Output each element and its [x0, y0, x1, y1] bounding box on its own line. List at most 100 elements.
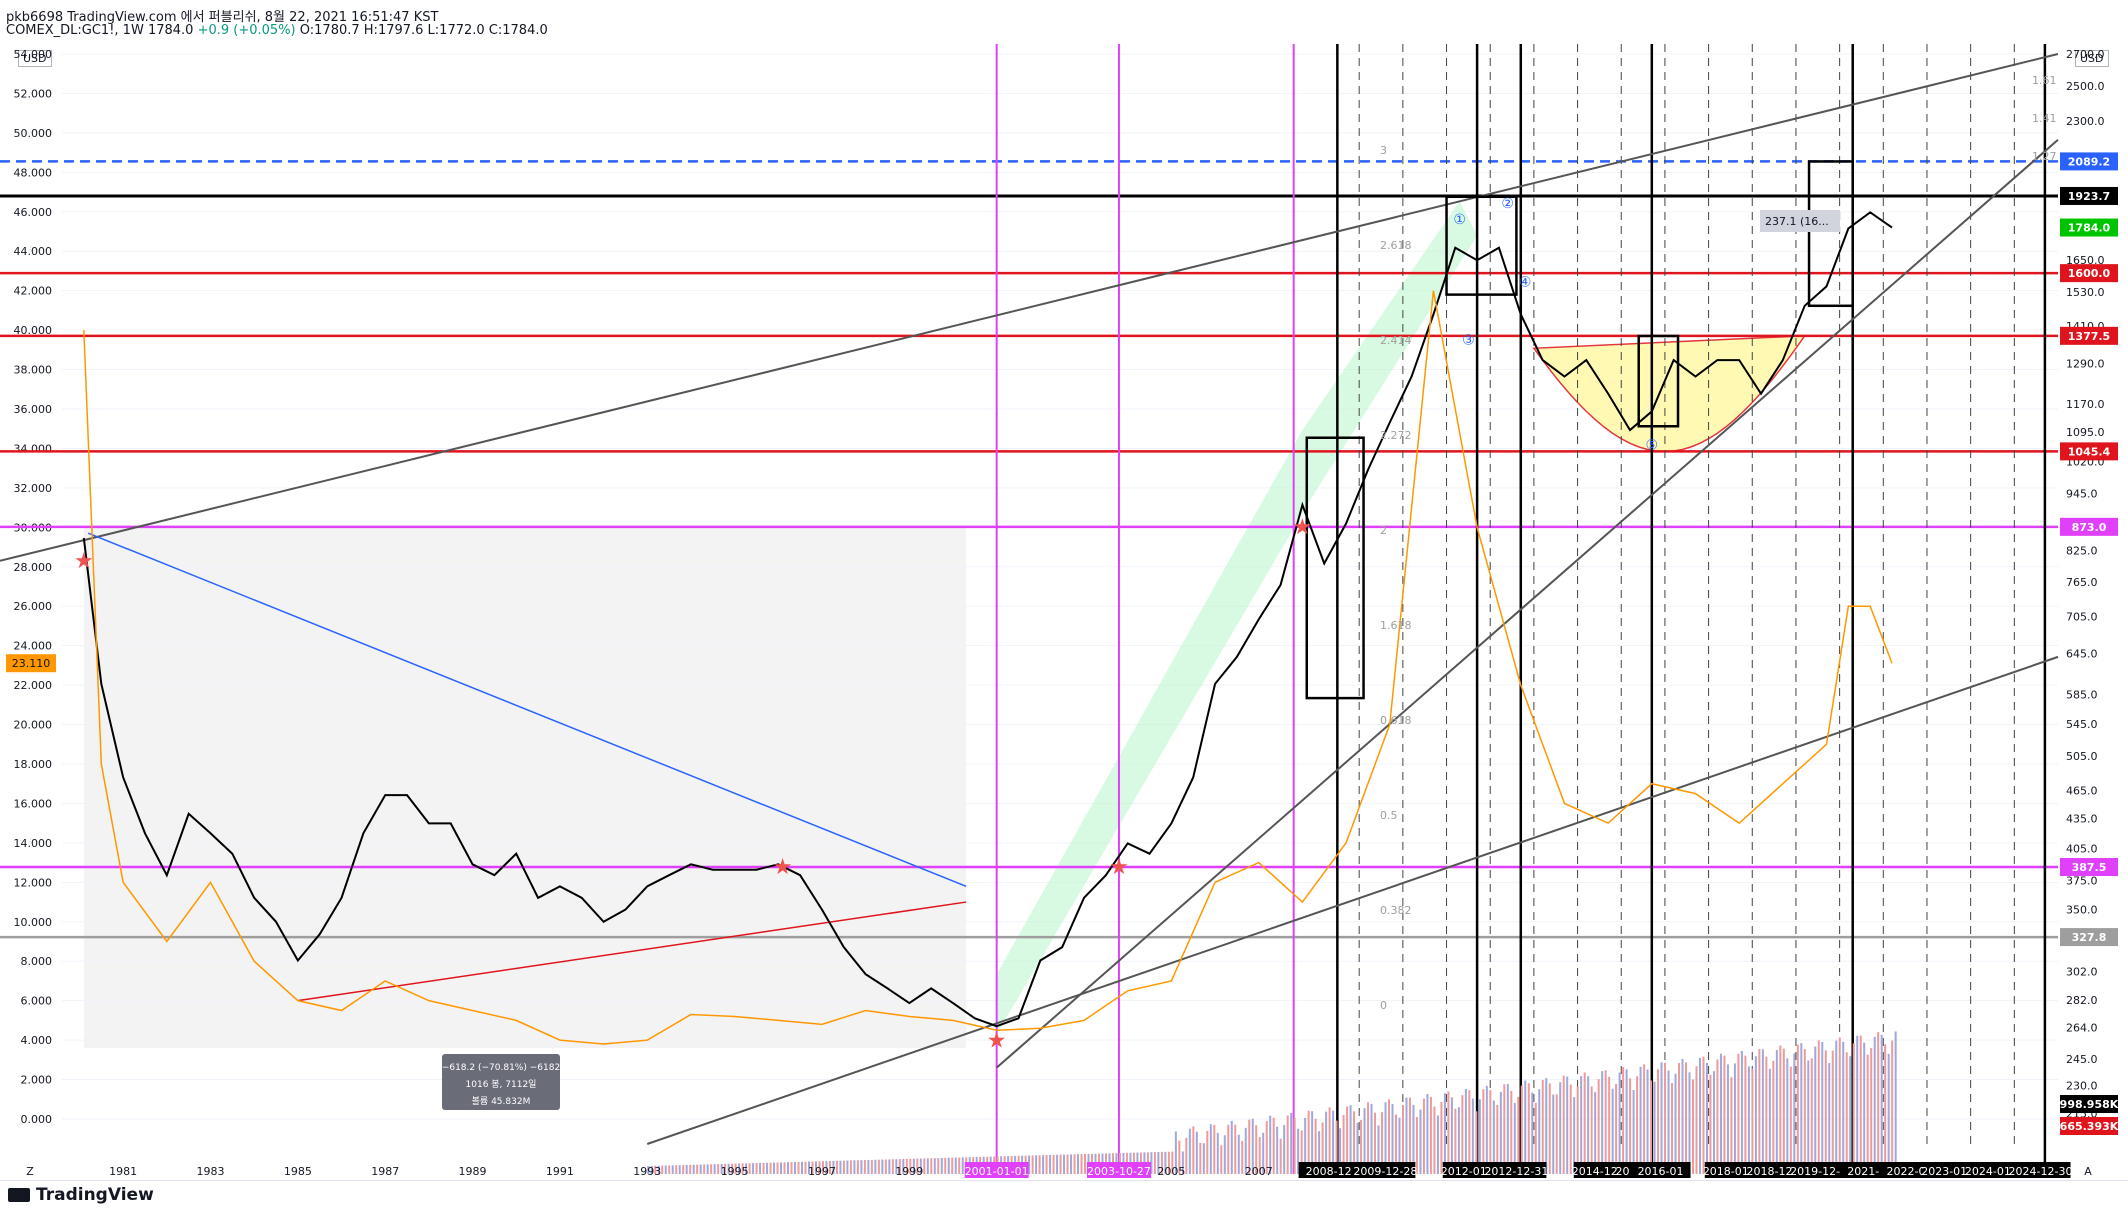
volume-bar — [1192, 1126, 1195, 1174]
right-currency-label[interactable]: USD — [2075, 50, 2109, 67]
volume-bar — [1401, 1104, 1404, 1174]
right-tick-label: 2300.0 — [2066, 115, 2105, 128]
left-tick-label: 50.000 — [14, 127, 53, 140]
volume-bar — [1339, 1128, 1342, 1174]
volume-bar — [1824, 1050, 1827, 1174]
volume-bar — [1478, 1099, 1481, 1174]
elliott-wave-marker: ① — [1453, 212, 1466, 228]
volume-bar — [1573, 1097, 1576, 1174]
fib-level-label: 0 — [1380, 999, 1387, 1012]
volume-bar — [787, 1162, 790, 1174]
volume-bar — [664, 1165, 667, 1174]
volume-bar — [905, 1158, 908, 1174]
symbol-legend[interactable]: COMEX_DL:GC1!, 1W 1784.0 +0.9 (+0.05%) O… — [6, 23, 548, 38]
volume-bar — [1206, 1130, 1209, 1174]
volume-bar — [661, 1165, 664, 1174]
volume-bar — [902, 1158, 905, 1174]
volume-bar — [1653, 1081, 1656, 1174]
left-currency-label[interactable]: USD — [18, 50, 52, 67]
volume-bar — [1391, 1103, 1394, 1174]
left-tick-label: 48.000 — [14, 166, 53, 179]
triangle-upper-line — [87, 532, 967, 888]
volume-bar — [1712, 1071, 1715, 1174]
chart-svg[interactable]: 54.000 52.000 50.000 48.000 46.000 44.000 42.0… — [0, 44, 2128, 1180]
chart-area[interactable]: 54.000 52.000 50.000 48.000 46.000 44.000 42.0… — [0, 44, 2128, 1180]
right-tick-label: 264.0 — [2066, 1022, 2098, 1035]
volume-bar — [916, 1158, 919, 1174]
left-tick-label: 0.000 — [21, 1113, 53, 1126]
volume-bar — [696, 1164, 699, 1174]
volume-bar — [1374, 1112, 1377, 1174]
volume-bar — [1723, 1055, 1726, 1174]
volume-bar — [1209, 1124, 1212, 1174]
elliott-wave-marker: ⑤ — [1646, 438, 1659, 454]
volume-bar — [738, 1163, 741, 1174]
range-label: 237.1 (16... — [1765, 215, 1829, 228]
volume-bar — [1077, 1154, 1080, 1174]
volume-bar — [724, 1163, 727, 1174]
star-marker: ★ — [74, 549, 94, 574]
volume-bar — [1513, 1102, 1516, 1174]
price-badge: 1045.4 — [2068, 445, 2111, 458]
volume-bar — [727, 1163, 730, 1174]
right-tick-label: 705.0 — [2066, 610, 2098, 623]
long-trendline-lower — [646, 655, 2059, 1145]
volume-bar — [1332, 1110, 1335, 1174]
volume-bar — [1506, 1083, 1509, 1174]
volume-bar — [1063, 1154, 1066, 1174]
volume-bar — [794, 1161, 797, 1174]
volume-bar — [1566, 1076, 1569, 1174]
long-trendline-upper — [0, 53, 2059, 562]
volume-bar — [710, 1164, 713, 1174]
volume-bar — [1622, 1067, 1625, 1174]
volume-bar — [944, 1157, 947, 1174]
volume-bar — [1412, 1104, 1415, 1174]
volume-bar — [839, 1160, 842, 1174]
left-tick-label: 28.000 — [14, 561, 53, 574]
price-badge-bg — [2060, 858, 2118, 877]
volume-bar — [1150, 1152, 1153, 1174]
symbol-name[interactable]: COMEX_DL:GC1!, 1W — [6, 23, 144, 38]
right-tick-label: 465.0 — [2066, 785, 2098, 798]
x-tick-label: 2024-12-30 — [2009, 1165, 2073, 1178]
volume-bar — [1545, 1077, 1548, 1174]
right-tick-label: 825.0 — [2066, 545, 2098, 558]
volume-bar — [1562, 1075, 1565, 1174]
price-badge: 873.0 — [2072, 521, 2107, 534]
volume-bar — [780, 1162, 783, 1174]
volume-bar — [1251, 1118, 1254, 1174]
volume-bar — [1856, 1035, 1859, 1174]
volume-bar — [1188, 1128, 1191, 1174]
fib-right-label: 1.27 — [2032, 150, 2057, 163]
volume-bar — [1702, 1056, 1705, 1174]
volume-bar — [1160, 1151, 1163, 1174]
uptrend-channel — [996, 201, 1478, 1035]
measure-line3: 볼륨 45.832M — [472, 1096, 531, 1107]
x-tick-label: 1993 — [633, 1165, 661, 1178]
volume-bar — [891, 1159, 894, 1174]
left-tick-label: 36.000 — [14, 403, 53, 416]
volume-bar — [1318, 1131, 1321, 1174]
volume-bar — [849, 1160, 852, 1174]
volume-bar — [1038, 1155, 1041, 1174]
range-label-bg — [1760, 210, 1840, 232]
volume-bar — [1454, 1108, 1457, 1174]
fib-level-label: 1.618 — [1380, 619, 1412, 632]
fib-level-label: 0.5 — [1380, 809, 1398, 822]
right-tick-label: 765.0 — [2066, 576, 2098, 589]
fib-right-label: 1.41 — [2032, 112, 2057, 125]
right-tick-label: 2700.0 — [2066, 48, 2105, 61]
volume-bar — [1842, 1041, 1845, 1174]
volume-bar — [1768, 1068, 1771, 1174]
volume-bar — [1894, 1031, 1897, 1174]
tradingview-logo[interactable]: TradingView — [8, 1185, 154, 1205]
fib-level-label: 0.618 — [1380, 714, 1412, 727]
price-badge-bg — [2060, 928, 2118, 947]
volume-bar — [835, 1160, 838, 1174]
volume-bar — [1195, 1131, 1198, 1174]
volume-bar — [853, 1160, 856, 1174]
volume-bar — [1814, 1046, 1817, 1174]
volume-bar — [1443, 1093, 1446, 1174]
volume-bar — [1754, 1056, 1757, 1174]
left-badge-bg — [6, 654, 56, 673]
